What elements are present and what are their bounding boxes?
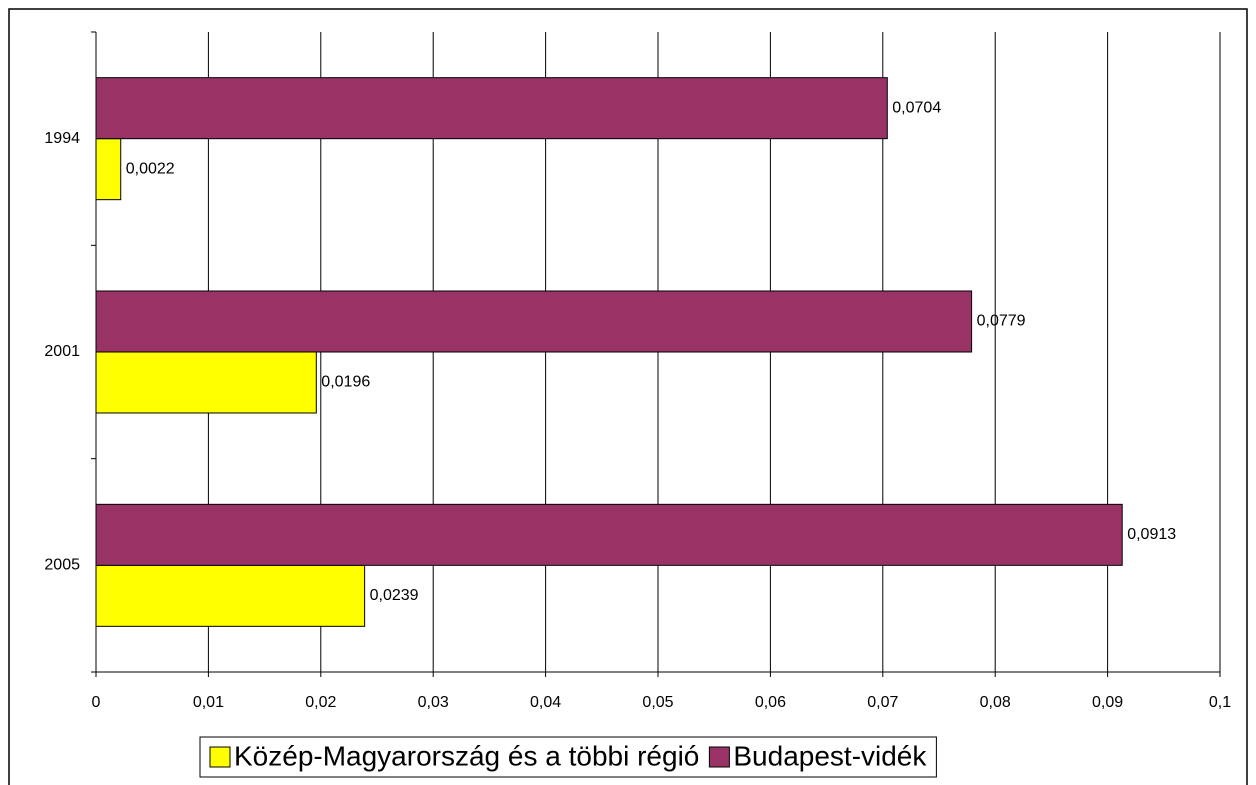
bar bbox=[95, 77, 888, 140]
x-tick-label: 0,03 bbox=[418, 694, 449, 711]
x-tick-label: 0,02 bbox=[305, 694, 336, 711]
bar bbox=[95, 290, 973, 353]
x-tick-label: 0,04 bbox=[530, 694, 561, 711]
bar bbox=[95, 564, 366, 627]
x-tick-label: 0 bbox=[92, 694, 101, 711]
legend-label: Budapest-vidék bbox=[733, 740, 927, 771]
x-tick-label: 0,05 bbox=[642, 694, 673, 711]
x-tick-label: 0,1 bbox=[1209, 694, 1231, 711]
x-tick-label: 0,07 bbox=[867, 694, 898, 711]
value-label: 0,0196 bbox=[321, 374, 370, 391]
legend bbox=[199, 736, 937, 778]
x-tick-label: 0,08 bbox=[980, 694, 1011, 711]
x-tick-label: 0,09 bbox=[1092, 694, 1123, 711]
value-label: 0,0022 bbox=[126, 160, 175, 177]
legend-swatch bbox=[209, 746, 231, 768]
value-label: 0,0779 bbox=[977, 313, 1026, 330]
legend-label: Közép-Magyarország és a többi régió bbox=[234, 740, 699, 771]
value-label: 0,0239 bbox=[370, 587, 419, 604]
value-label: 0,0704 bbox=[892, 99, 941, 116]
bar bbox=[95, 138, 122, 201]
x-tick-label: 0,01 bbox=[193, 694, 224, 711]
legend-swatch bbox=[708, 746, 730, 768]
value-label: 0,0913 bbox=[1127, 526, 1176, 543]
x-tick-label: 0,06 bbox=[755, 694, 786, 711]
y-tick-label: 2001 bbox=[44, 343, 80, 360]
y-tick-label: 2005 bbox=[44, 557, 80, 574]
bar bbox=[95, 351, 317, 414]
y-tick-label: 1994 bbox=[44, 130, 80, 147]
bar bbox=[95, 503, 1123, 566]
